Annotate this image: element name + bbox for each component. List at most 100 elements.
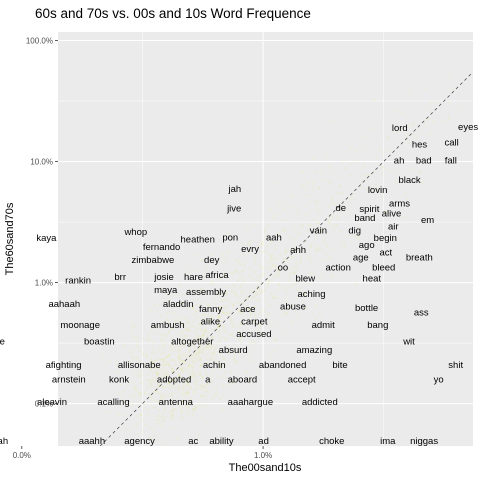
point [210, 335, 214, 338]
point [221, 408, 224, 411]
point [380, 167, 384, 170]
point [168, 380, 171, 383]
point [191, 371, 194, 374]
word-label: fall [445, 156, 457, 167]
point [187, 368, 190, 371]
point [193, 352, 196, 355]
point [238, 285, 241, 288]
point [254, 321, 257, 324]
point [266, 286, 269, 289]
point [273, 337, 276, 340]
point [139, 393, 142, 397]
point [393, 108, 396, 112]
point [230, 289, 233, 292]
point [307, 223, 310, 226]
point [362, 216, 365, 219]
point [330, 257, 333, 260]
point [291, 283, 294, 286]
point [319, 230, 322, 233]
point [184, 391, 187, 394]
point [210, 317, 213, 320]
point [155, 370, 158, 373]
point [295, 211, 298, 214]
point [191, 365, 194, 369]
point [167, 382, 170, 385]
point [343, 166, 346, 169]
point [266, 246, 269, 249]
point [255, 290, 258, 293]
point [201, 335, 204, 338]
point [206, 390, 209, 393]
point [189, 349, 192, 352]
point [167, 412, 170, 415]
point [218, 363, 221, 366]
point [238, 351, 241, 354]
point [161, 364, 164, 367]
point [151, 377, 154, 380]
point [367, 218, 370, 221]
point [146, 387, 149, 390]
point [196, 335, 199, 338]
point [218, 306, 221, 309]
point [206, 387, 209, 390]
point [118, 414, 121, 417]
point [131, 370, 134, 373]
point [142, 352, 145, 355]
point [167, 363, 170, 366]
point [191, 357, 194, 360]
point [164, 356, 167, 360]
point [304, 214, 307, 217]
point [234, 359, 237, 362]
point [160, 338, 163, 341]
point [160, 332, 163, 335]
point [138, 402, 141, 405]
point [222, 394, 225, 397]
point [204, 327, 207, 330]
point [194, 359, 197, 362]
point [218, 277, 221, 280]
word-label: alike [201, 317, 221, 328]
word-label: aboard [228, 374, 258, 385]
point [274, 247, 277, 250]
point [202, 348, 205, 352]
x-axis-ticks: 0.0%1.0%100.0% [13, 446, 272, 460]
point [230, 316, 233, 319]
point [242, 279, 245, 282]
word-label: bang [367, 320, 388, 331]
point [206, 358, 209, 361]
point [180, 331, 183, 334]
point [297, 275, 300, 279]
point [199, 365, 202, 368]
point [217, 315, 220, 318]
point [306, 204, 309, 207]
point [194, 348, 197, 351]
point [138, 391, 141, 394]
point [447, 102, 450, 105]
point [430, 102, 433, 105]
point [325, 253, 328, 256]
point [174, 359, 177, 362]
point [318, 186, 322, 190]
point [181, 411, 184, 414]
point [315, 234, 318, 237]
point [172, 371, 175, 374]
word-label: aleavin [37, 397, 67, 408]
point [200, 335, 203, 338]
point [189, 357, 193, 361]
point [355, 160, 358, 163]
point [236, 279, 240, 283]
point [233, 357, 236, 360]
point [312, 188, 315, 191]
point [151, 371, 154, 374]
word-label: ambush [151, 320, 185, 331]
point [202, 362, 205, 365]
point [192, 307, 195, 310]
point [198, 323, 201, 326]
point [239, 286, 243, 289]
point [142, 409, 145, 412]
point [212, 310, 215, 313]
point [202, 276, 206, 279]
point [218, 315, 221, 318]
word-label: bottle [355, 303, 378, 314]
point [203, 318, 206, 321]
